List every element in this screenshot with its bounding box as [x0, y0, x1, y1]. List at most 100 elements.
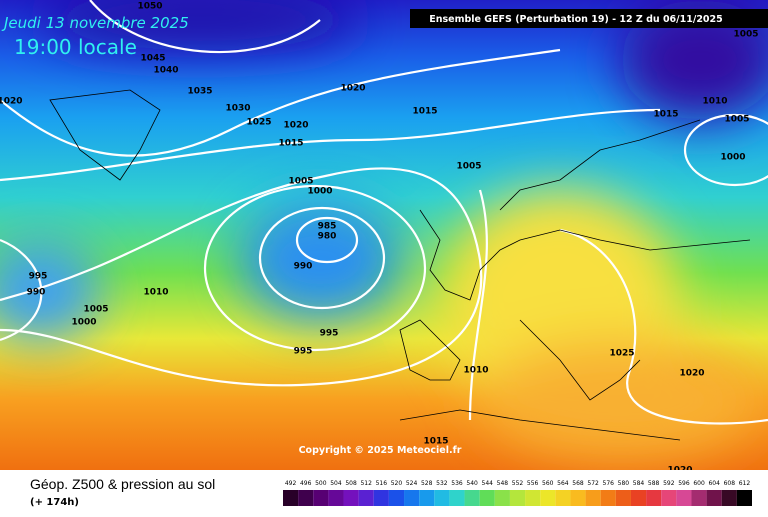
scale-swatch	[646, 490, 662, 506]
isobar-label: 985	[318, 222, 337, 232]
isobar-label: 995	[294, 347, 313, 357]
isobar-label: 1000	[71, 318, 96, 328]
footer-title: Géop. Z500 & pression au sol	[30, 476, 215, 492]
scale-label: 528	[421, 480, 433, 487]
scale-swatch	[676, 490, 692, 506]
scale-label: 568	[572, 480, 584, 487]
scale-swatch	[661, 490, 677, 506]
scale-swatch	[373, 490, 389, 506]
scale-label: 600	[693, 480, 705, 487]
scale-label: 540	[466, 480, 478, 487]
isobar-label: 1005	[288, 177, 313, 187]
scale-swatch	[464, 490, 480, 506]
isobar-label: 1010	[702, 97, 727, 107]
isobar-label: 995	[29, 272, 48, 282]
isobar-label: 990	[294, 262, 313, 272]
scale-label: 516	[376, 480, 388, 487]
time: 19:00 locale	[14, 35, 137, 59]
coastlines	[49, 89, 751, 441]
isobar-label: 1015	[412, 107, 437, 117]
scale-swatch	[313, 490, 329, 506]
scale-label: 608	[724, 480, 736, 487]
scale-swatch	[555, 490, 571, 506]
scale-label: 536	[451, 480, 463, 487]
isobar-label: 1020	[679, 369, 704, 379]
scale-label: 588	[648, 480, 660, 487]
scale-swatch	[721, 490, 737, 506]
isobar-label: 1010	[463, 366, 488, 376]
scale-swatch	[525, 490, 541, 506]
isobar-label: 1025	[609, 349, 634, 359]
scale-swatch	[736, 490, 752, 506]
scale-label: 584	[633, 480, 645, 487]
scale-swatch	[434, 490, 450, 506]
isobar-label: 1020	[340, 84, 365, 94]
scale-label: 556	[527, 480, 539, 487]
scale-swatch	[691, 490, 707, 506]
isobar-label: 995	[320, 329, 339, 339]
scale-label: 508	[345, 480, 357, 487]
scale-swatch	[328, 490, 344, 506]
isobar-label: 1035	[187, 87, 212, 97]
scale-swatch	[388, 490, 405, 506]
scale-label: 592	[663, 480, 675, 487]
isobar-label: 990	[27, 288, 46, 298]
scale-swatch	[509, 490, 526, 506]
scale-swatch	[570, 490, 586, 506]
model: Ensemble GEFS (Perturbation 19) - 12 Z d…	[429, 14, 723, 25]
scale-swatch	[298, 490, 314, 506]
scale-swatch	[358, 490, 374, 506]
isobar-label: 1020	[0, 97, 23, 107]
isobar-label: 1025	[246, 118, 271, 128]
scale-swatch	[540, 490, 556, 506]
isobar-label: 1045	[140, 54, 165, 64]
scale-label: 596	[678, 480, 690, 487]
scale-swatch	[449, 490, 465, 506]
scale-label: 552	[512, 480, 524, 487]
field	[0, 0, 768, 470]
scale-swatch	[630, 490, 647, 506]
scale-label: 504	[330, 480, 342, 487]
isobar-label: 1005	[83, 305, 108, 315]
isobar-label: 1050	[137, 2, 162, 12]
scale-label: 560	[542, 480, 554, 487]
isobar-label: 1005	[456, 162, 481, 172]
scale-swatch	[494, 490, 510, 506]
scale-label: 576	[603, 480, 615, 487]
footer-lead: (+ 174h)	[30, 497, 79, 508]
scale-label: 496	[300, 480, 312, 487]
scale-label: 572	[587, 480, 599, 487]
isobar-label: 1005	[733, 30, 758, 40]
scale-swatch	[479, 490, 495, 506]
scale-swatch	[343, 490, 359, 506]
scale-label: 520	[391, 480, 403, 487]
isobar-label: 1015	[278, 139, 303, 149]
isobar-label: 1030	[225, 104, 250, 114]
isobar-label: 1040	[153, 66, 178, 76]
isobar-label: 1000	[307, 187, 332, 197]
isobar-label: 1015	[653, 110, 678, 120]
date: Jeudi 13 novembre 2025	[1, 14, 189, 32]
isobar-label: 980	[318, 232, 337, 242]
scale-label: 524	[406, 480, 418, 487]
scale-swatch	[283, 490, 299, 506]
scale-swatch	[585, 490, 601, 506]
scale-label: 512	[360, 480, 372, 487]
scale-label: 532	[436, 480, 448, 487]
isobar-label: 1005	[724, 115, 749, 125]
isobar-label: 1010	[143, 288, 168, 298]
scale-swatch	[419, 490, 435, 506]
isobar-label: 1015	[423, 437, 448, 447]
isobar-label: 1000	[720, 153, 745, 163]
scale-swatch	[615, 490, 631, 506]
scale-swatch	[600, 490, 616, 506]
scale-label: 564	[557, 480, 569, 487]
scale-label: 548	[497, 480, 509, 487]
model-box	[410, 9, 768, 28]
scale-label: 604	[708, 480, 720, 487]
scale-label: 500	[315, 480, 327, 487]
scale-label: 612	[739, 480, 751, 487]
scale-label: 544	[482, 480, 494, 487]
